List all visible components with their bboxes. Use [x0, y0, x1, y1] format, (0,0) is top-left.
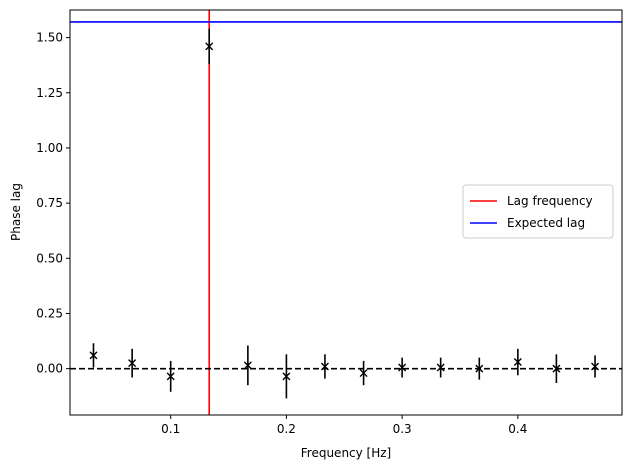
- y-tick-label: 0.25: [36, 306, 63, 320]
- legend-label-expected-lag: Expected lag: [507, 216, 585, 230]
- data-point: [398, 363, 407, 372]
- data-point: [282, 372, 291, 381]
- x-axis-label: Frequency [Hz]: [301, 446, 392, 460]
- y-tick-label: 1.00: [36, 141, 63, 155]
- data-point: [243, 361, 252, 370]
- data-point: [475, 364, 484, 373]
- y-axis-label: Phase lag: [9, 183, 23, 241]
- x-tick-label: 0.3: [393, 422, 412, 436]
- data-point: [128, 359, 137, 368]
- axes-ticks: 0.1 0.2 0.3 0.4 0.00 0.25 0.50 0.75 1.00 1.25 1.50: [36, 31, 527, 436]
- legend: Lag frequency Expected lag: [462, 184, 614, 239]
- data-point: [359, 369, 368, 378]
- x-tick-label: 0.2: [277, 422, 296, 436]
- data-point: [552, 364, 561, 373]
- plot-area: [70, 10, 622, 415]
- data-point: [591, 362, 600, 371]
- x-tick-label: 0.1: [161, 422, 180, 436]
- legend-label-lag-frequency: Lag frequency: [507, 194, 593, 208]
- legend-box: [462, 184, 614, 239]
- y-tick-label: 0.75: [36, 196, 63, 210]
- y-tick-label: 0.00: [36, 362, 63, 376]
- data-point: [166, 372, 175, 381]
- data-point: [205, 42, 214, 51]
- y-tick-label: 0.50: [36, 251, 63, 265]
- data-point: [436, 363, 445, 372]
- data-point: [89, 351, 98, 360]
- y-tick-label: 1.50: [36, 31, 63, 45]
- y-tick-label: 1.25: [36, 86, 63, 100]
- axes-frame: [69, 9, 623, 416]
- data-point: [513, 358, 522, 367]
- x-tick-label: 0.4: [508, 422, 527, 436]
- data-point: [320, 362, 329, 371]
